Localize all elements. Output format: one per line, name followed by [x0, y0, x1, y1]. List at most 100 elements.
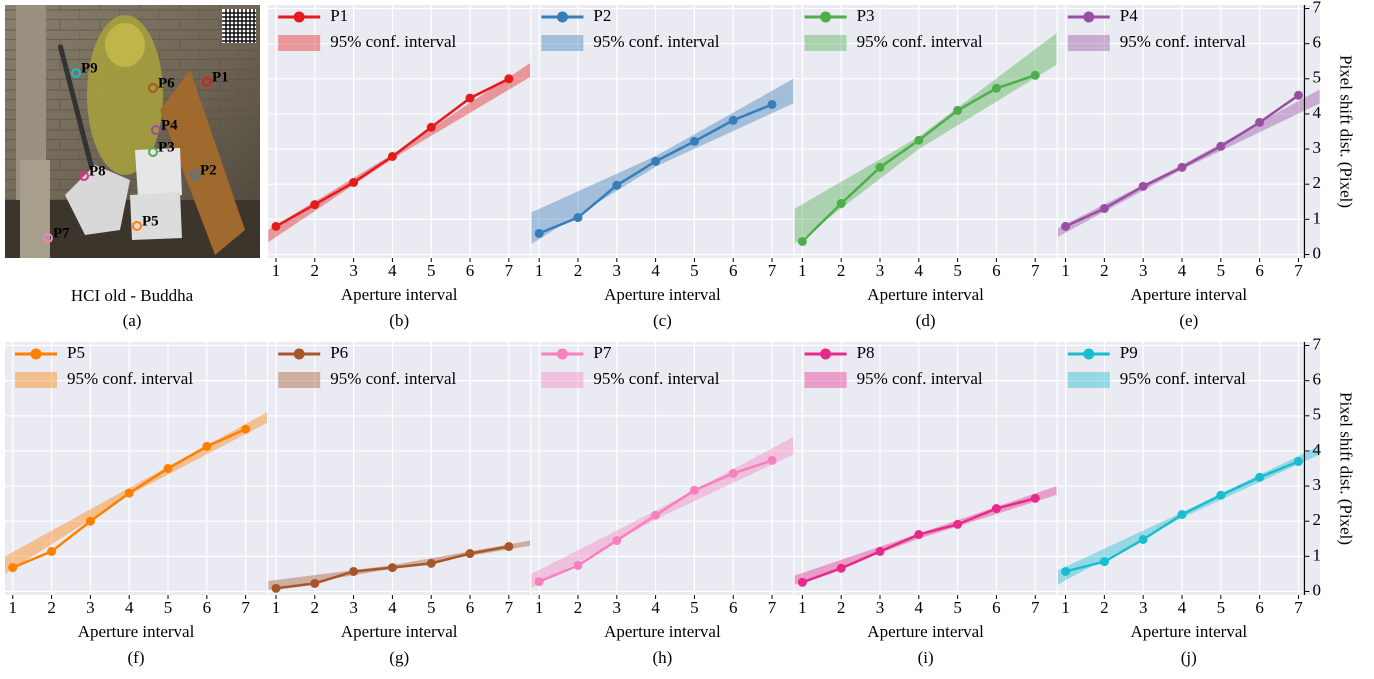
data-point	[271, 583, 281, 593]
y-tick-label: 0	[1312, 243, 1321, 262]
point-label: P1	[212, 69, 229, 85]
x-tick-label: 2	[47, 598, 56, 617]
x-tick-label: 5	[1217, 261, 1226, 280]
x-tick-label: 6	[1255, 261, 1264, 280]
chart-panel: P5 95% conf. interval 1 2 3 4 5 6 7 Aperture inte…	[5, 342, 267, 667]
x-tick-label: 1	[1061, 261, 1070, 280]
x-tick-label: 4	[388, 261, 397, 280]
x-tick-label: 7	[241, 598, 250, 617]
x-tick-label: 1	[272, 261, 281, 280]
legend-label: P2	[593, 6, 611, 25]
y-tick-label: 6	[1312, 370, 1321, 389]
x-axis-label: Aperture interval	[867, 622, 984, 641]
legend-band	[804, 372, 847, 388]
legend-band	[15, 372, 57, 388]
data-point	[728, 468, 738, 478]
legend-marker	[293, 348, 305, 360]
plot-background	[268, 342, 531, 595]
panel-label: (c)	[653, 311, 672, 330]
data-point	[1177, 162, 1187, 172]
point-marker	[71, 68, 81, 78]
y-tick-label: 3	[1312, 475, 1321, 494]
data-point	[426, 122, 436, 132]
x-tick-label: 2	[1100, 261, 1109, 280]
x-axis-label: Aperture interval	[1131, 285, 1248, 304]
y-tick-label: 6	[1312, 33, 1321, 52]
y-tick-label: 2	[1312, 510, 1321, 529]
x-axis-label: Aperture interval	[867, 285, 984, 304]
chart-panel: P4 95% conf. interval 1 2 3 4 5 6 7 Aperture inte…	[1057, 0, 1356, 330]
x-tick-label: 7	[1031, 261, 1040, 280]
x-tick-label: 3	[613, 261, 622, 280]
data-point	[202, 441, 212, 451]
point-marker	[151, 125, 161, 135]
data-point	[1177, 510, 1187, 520]
data-point	[875, 162, 885, 172]
legend-band	[541, 372, 584, 388]
x-tick-label: 1	[535, 598, 544, 617]
x-tick-label: 5	[164, 598, 173, 617]
plot-background	[1057, 342, 1320, 595]
y-tick-label: 5	[1312, 405, 1321, 424]
data-point	[465, 93, 475, 103]
x-tick-label: 7	[768, 598, 777, 617]
data-point	[991, 83, 1001, 93]
legend-label: 95% conf. interval	[330, 369, 456, 388]
data-point	[612, 536, 622, 546]
x-tick-label: 4	[915, 261, 924, 280]
x-axis-label: Aperture interval	[604, 622, 721, 641]
legend-marker	[820, 348, 832, 360]
image-caption: HCI old - Buddha	[71, 286, 194, 305]
x-tick-label: 3	[1139, 261, 1148, 280]
data-point	[534, 228, 544, 238]
x-tick-label: 2	[574, 598, 583, 617]
x-tick-label: 1	[1061, 598, 1070, 617]
x-tick-label: 6	[729, 598, 738, 617]
data-point	[836, 563, 846, 573]
x-tick-label: 3	[613, 598, 622, 617]
x-tick-label: 6	[992, 261, 1001, 280]
panel-label: (e)	[1179, 311, 1198, 330]
data-point	[1099, 203, 1109, 213]
point-label: P3	[158, 139, 175, 155]
legend-marker	[1083, 11, 1095, 23]
data-point	[1061, 566, 1071, 576]
x-tick-label: 4	[125, 598, 134, 617]
x-tick-label: 4	[1178, 598, 1187, 617]
y-axis-label: Pixel shift dist. (Pixel)	[1337, 55, 1356, 208]
x-tick-label: 2	[1100, 598, 1109, 617]
panel-label: (f)	[128, 648, 145, 667]
data-point	[573, 560, 583, 570]
data-point	[1138, 534, 1148, 544]
x-tick-label: 2	[837, 261, 846, 280]
legend-band	[278, 35, 321, 51]
legend-band	[278, 372, 321, 388]
data-point	[387, 151, 397, 161]
plot-background	[268, 5, 531, 258]
x-tick-label: 7	[768, 261, 777, 280]
point-markers: P1 P2 P3 P4 P5 P6 P7 P8 P9	[43, 60, 229, 243]
x-axis-label: Aperture interval	[1131, 622, 1248, 641]
panel-label: (h)	[652, 648, 672, 667]
x-tick-label: 2	[574, 261, 583, 280]
point-marker	[79, 171, 89, 181]
point-label: P4	[161, 117, 178, 133]
chart-panel: P1 95% conf. interval 1 2 3 4 5 6 7 Aperture inte…	[268, 5, 531, 330]
legend-label: 95% conf. interval	[330, 32, 456, 51]
data-point	[689, 485, 699, 495]
data-point	[1255, 472, 1265, 482]
chart-panel: P9 95% conf. interval 1 2 3 4 5 6 7 Aperture inte…	[1057, 334, 1356, 667]
data-point	[651, 156, 661, 166]
x-tick-label: 6	[729, 261, 738, 280]
y-tick-label: 7	[1312, 334, 1321, 353]
data-point	[1061, 221, 1071, 231]
scene-image	[5, 5, 260, 258]
data-point	[85, 516, 95, 526]
point-marker	[148, 83, 158, 93]
legend-marker	[293, 11, 305, 23]
x-axis-label: Aperture interval	[604, 285, 721, 304]
confidence-band	[794, 33, 1057, 244]
legend-label: 95% conf. interval	[1120, 32, 1246, 51]
chart-panel: P3 95% conf. interval 1 2 3 4 5 6 7 Aperture inte…	[794, 5, 1057, 330]
